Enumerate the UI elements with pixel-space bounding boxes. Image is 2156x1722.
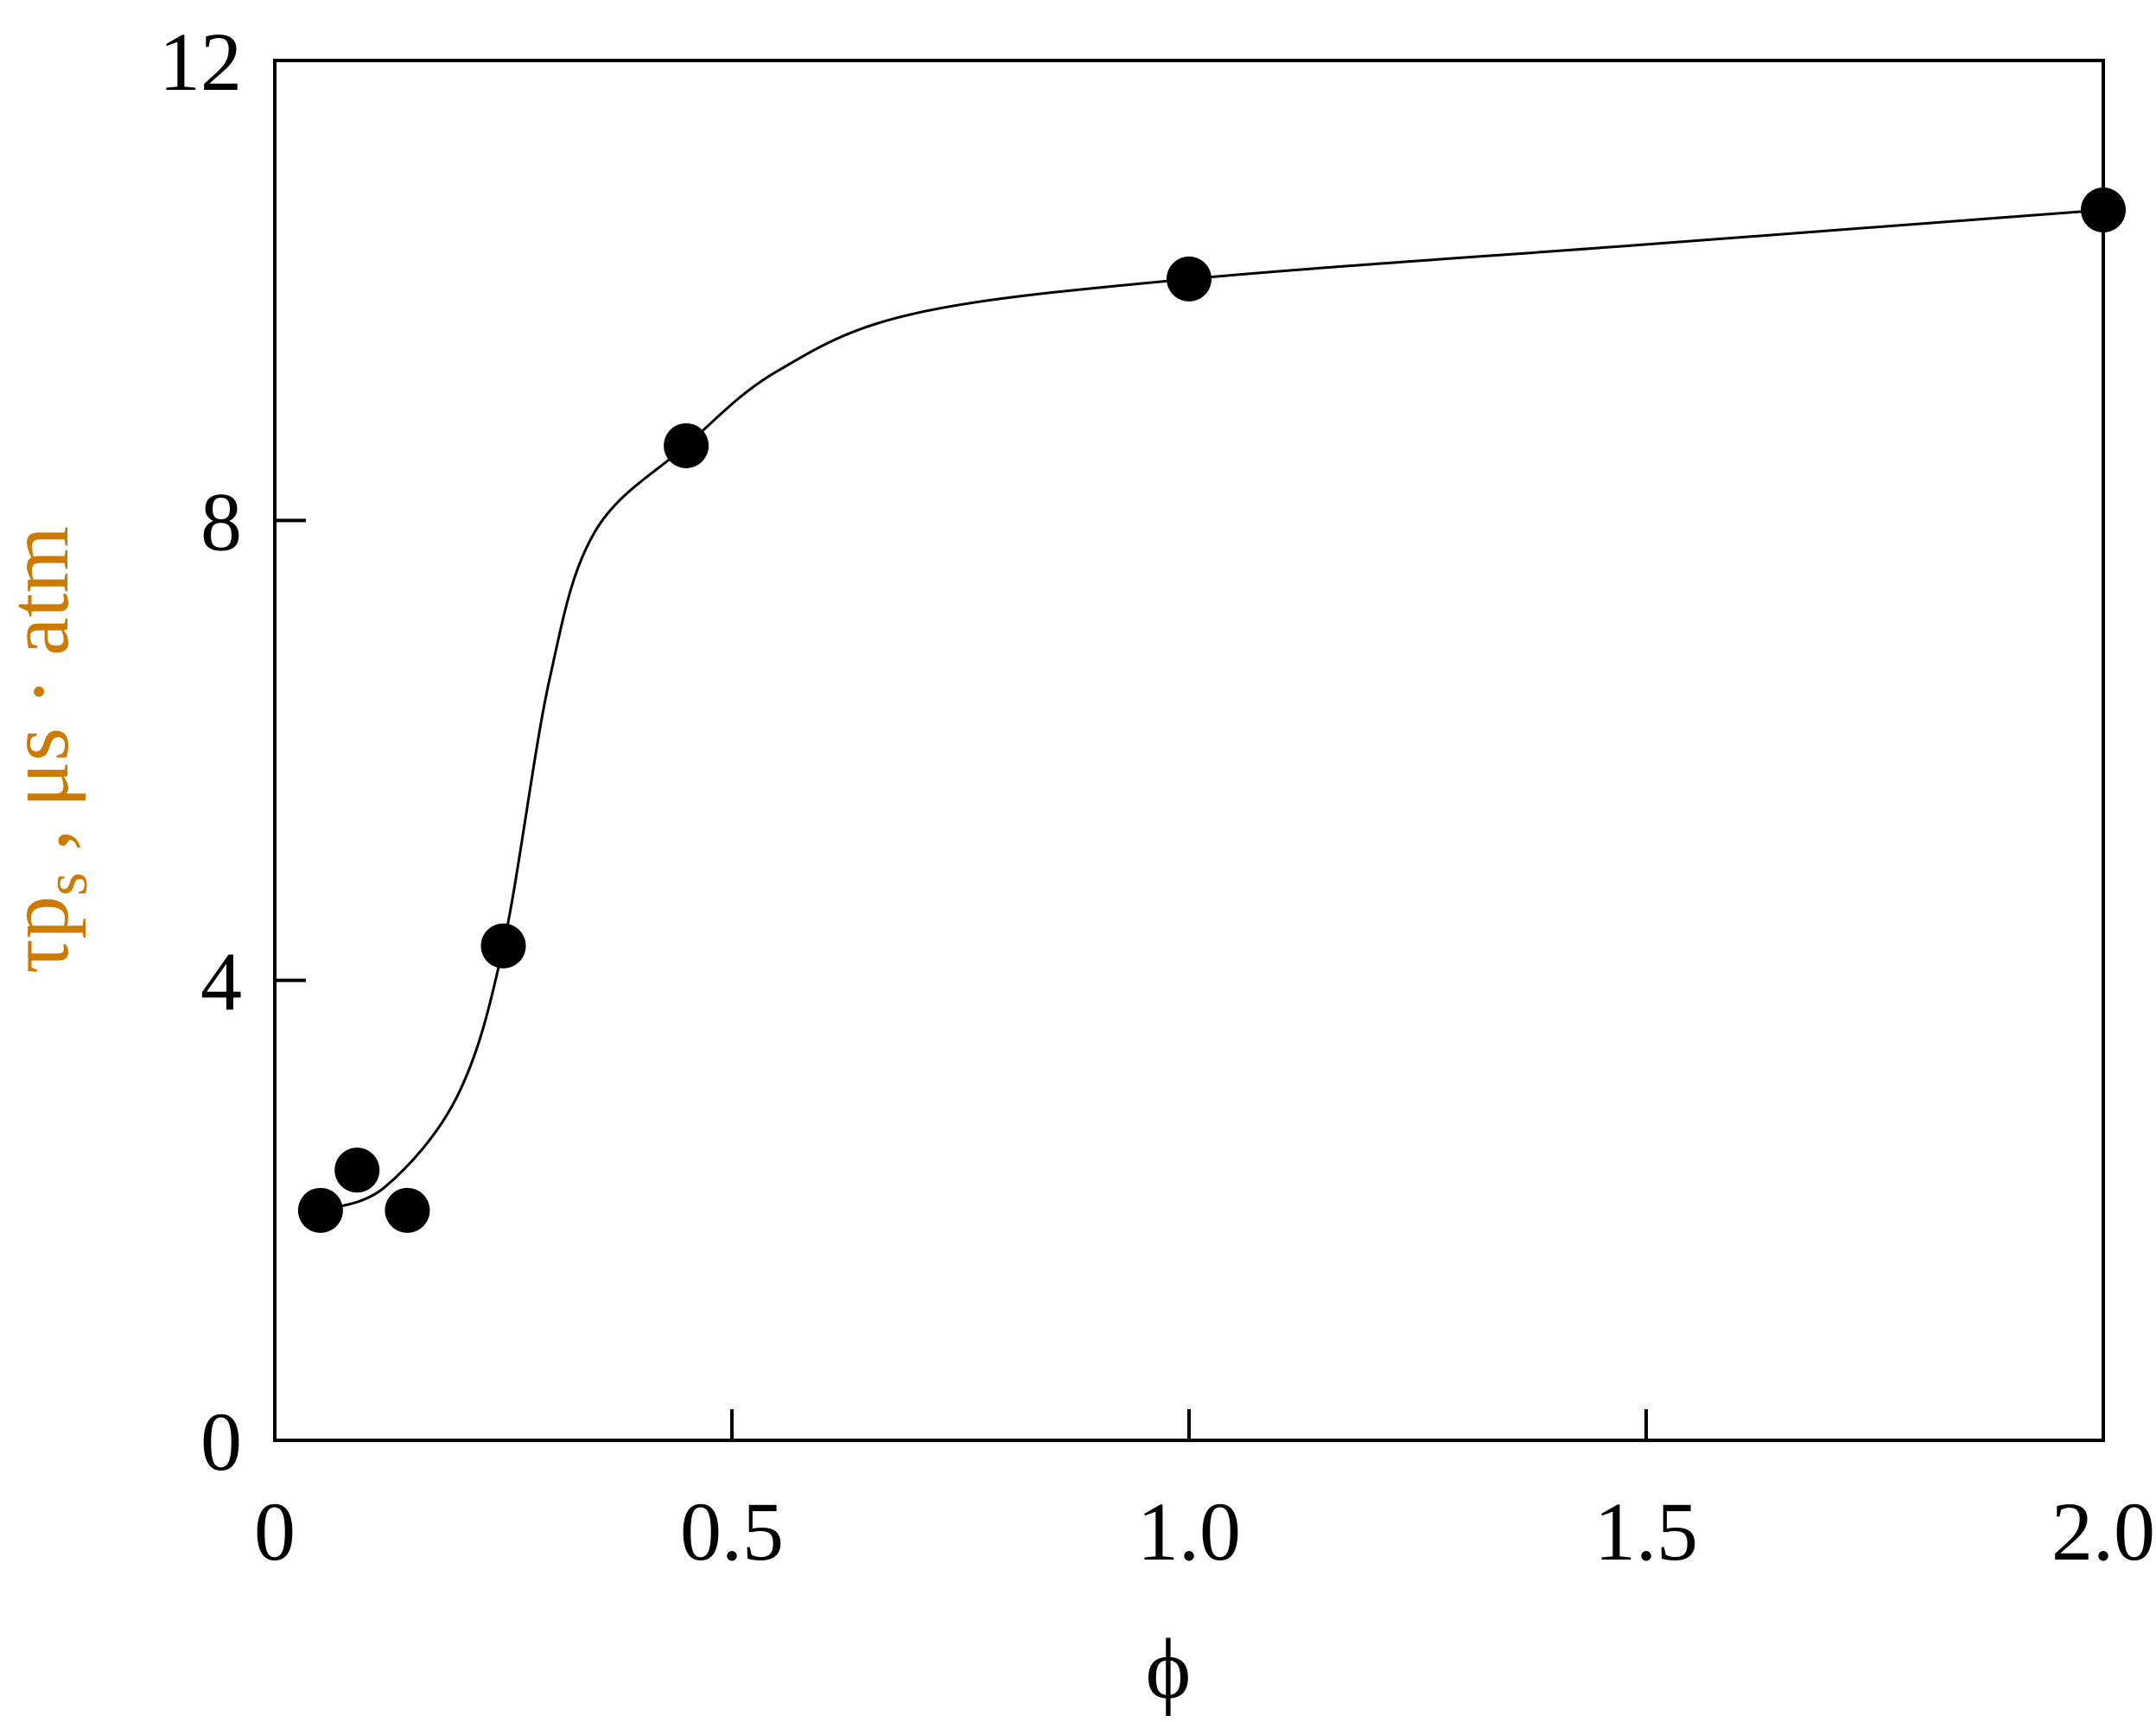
data-point [334, 1147, 380, 1193]
y-axis-label-rest: , μs · atm [0, 526, 86, 873]
data-point [297, 1187, 343, 1233]
x-tick-label: 1.5 [1594, 1485, 1698, 1578]
y-axis-label-subscript: s [34, 873, 100, 896]
data-point [1167, 256, 1212, 302]
y-tick-label: 0 [200, 1395, 242, 1488]
x-tick-label: 0 [254, 1485, 296, 1578]
x-tick-label: 0.5 [680, 1485, 784, 1578]
data-point [480, 923, 526, 969]
data-point [2081, 187, 2126, 233]
axis-ticks [275, 518, 1648, 1440]
data-point [385, 1187, 430, 1233]
y-axis-label: τps , μs · atm [0, 526, 100, 974]
axis-tick-labels: 0 0.5 1.0 1.5 2.0 0 4 8 12 [159, 16, 2155, 1578]
x-tick-label: 2.0 [2051, 1485, 2155, 1578]
y-axis-label-main: τp [0, 896, 86, 974]
data-point [664, 423, 709, 468]
y-tick-label: 4 [200, 936, 242, 1028]
fit-curve [320, 208, 2104, 1212]
x-axis-label: ϕ [1146, 1621, 1192, 1717]
data-points [297, 187, 2126, 1233]
x-tick-label: 1.0 [1137, 1485, 1241, 1578]
y-tick-label: 12 [159, 16, 242, 108]
y-tick-label: 8 [200, 475, 242, 568]
